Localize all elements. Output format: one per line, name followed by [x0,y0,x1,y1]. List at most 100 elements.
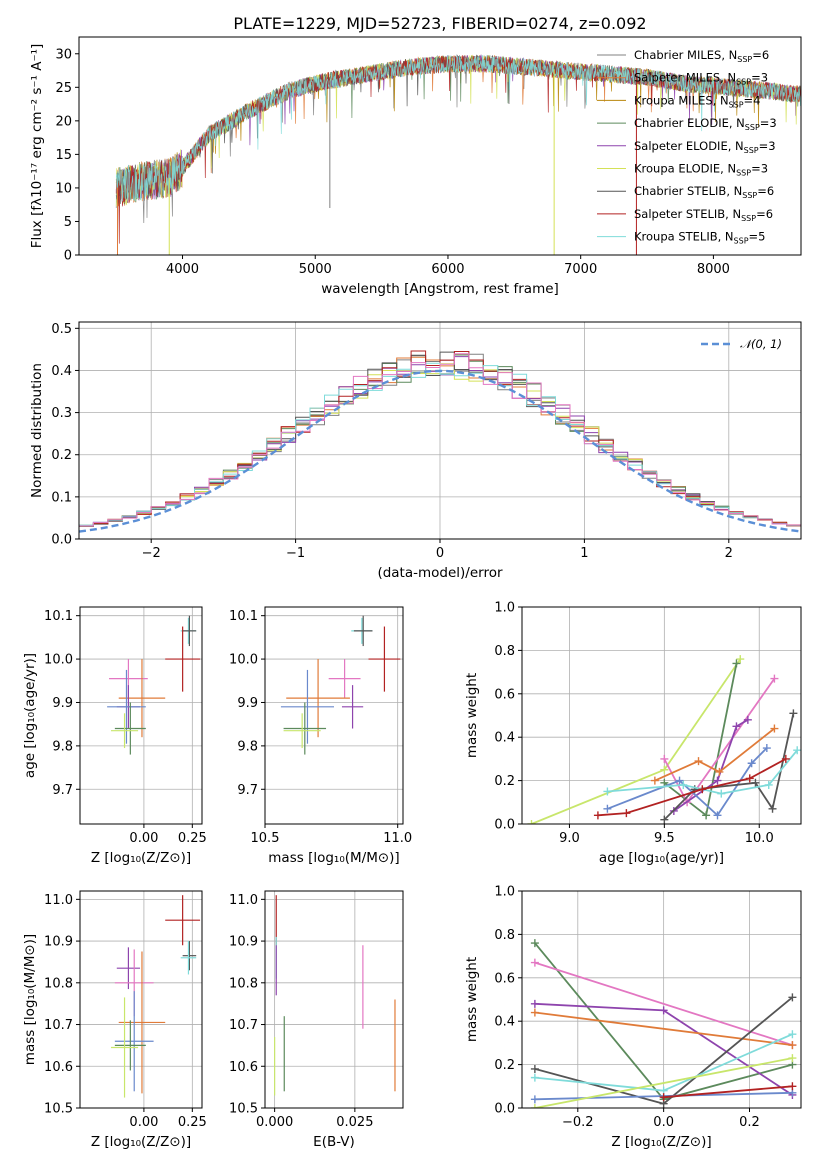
weight-marker [527,820,536,824]
x-tick-label: 0 [436,546,444,561]
legend-label: Kroupa STELIB, NSSP=5 [634,230,765,246]
plot-area-mass_vs_Z [110,895,201,1098]
legend-label: Chabrier STELIB, NSSP=6 [634,184,774,200]
y-tick-label: 0.4 [494,1015,515,1030]
y-tick-label: 0.3 [51,406,72,421]
x-axis-label: wavelength [Angstrom, rest frame] [321,281,559,297]
y-tick-label: 10.0 [229,653,258,668]
legend-label: Salpeter ELODIE, NSSP=3 [634,139,776,155]
y-tick-label: 0.5 [51,322,72,337]
x-tick-label: 0.25 [178,831,207,846]
weight-marker [530,1073,539,1082]
x-axis-label: age [log₁₀(age/yr)] [599,850,724,866]
plot-area-age_vs_mass [280,615,401,755]
weight-marker [530,939,539,948]
weight-marker [762,744,771,753]
weight-marker [659,1093,668,1102]
axes-frame [264,890,404,1109]
legend-label: Chabrier ELODIE, NSSP=3 [634,116,777,132]
y-tick-label: 10.5 [44,1102,73,1117]
normal-curve [79,369,801,533]
x-axis-label: Z [log₁₀(Z/Z⊙)] [611,1134,711,1150]
x-tick-label: 9.0 [559,831,580,846]
weight-marker [702,811,711,820]
plot-area-weight_vs_Z [530,939,797,1108]
weight-marker [781,754,790,763]
x-tick-label: 11.0 [383,831,412,846]
y-tick-label: 10.6 [44,1060,73,1075]
weight-marker [788,1030,797,1039]
axes-frame [79,606,203,825]
x-tick-label: 6000 [431,262,464,277]
y-tick-label: 0.4 [494,731,515,746]
weight-marker [603,804,612,813]
weight-marker [770,724,779,733]
weight-marker [717,789,726,798]
weight-marker [659,1006,668,1015]
y-tick-label: 9.9 [52,696,73,711]
chart-title: PLATE=1229, MJD=52723, FIBERID=0274, z=0… [233,14,646,33]
x-tick-label: 7000 [564,262,597,277]
x-tick-label: 10.5 [251,831,280,846]
x-tick-label: 10.0 [745,831,774,846]
weight-line [534,961,793,1046]
weight-marker [660,754,669,763]
spectrum-line [115,55,801,204]
weight-marker [603,787,612,796]
x-tick-label: 0.25 [178,1115,207,1130]
weight-marker [660,815,669,824]
weight-marker [788,993,797,1002]
weight-marker [694,757,703,766]
y-tick-label: 0.4 [51,364,72,379]
weight-marker [660,765,669,774]
x-axis-label: Z [log₁₀(Z/Z⊙)] [91,1134,191,1150]
weight-marker [747,759,756,768]
weight-marker [768,804,777,813]
y-tick-label: 0.1 [51,490,72,505]
y-tick-label: 0.2 [494,774,515,789]
plot-area-mass_vs_EBV [274,895,396,1096]
y-tick-label: 0.6 [494,971,515,986]
weight-marker [650,776,659,785]
plot-area-spectrum [115,54,801,255]
y-tick-label: 10.7 [44,1018,73,1033]
y-tick-label: 9.7 [237,783,258,798]
y-tick-label: 5 [64,215,72,230]
x-tick-label: 9.5 [654,831,675,846]
y-axis-label: mass weight [464,957,480,1042]
y-axis-label: Flux [fλ10⁻¹⁷ erg cm⁻² s⁻¹ A⁻¹] [29,44,45,249]
y-tick-label: 11.0 [44,893,73,908]
x-tick-label: 0.00 [129,831,158,846]
x-axis-label: mass [log₁₀(M/M⊙)] [268,850,399,866]
y-tick-label: 10.0 [44,653,73,668]
legend-label: Chabrier MILES, NSSP=6 [634,48,769,64]
weight-line [654,727,775,782]
weight-marker [675,776,684,785]
weight-marker [593,811,602,820]
x-tick-label: 0.000 [256,1115,293,1130]
y-tick-label: 25 [55,81,72,96]
y-axis-label: Normed distribution [29,363,45,498]
weight-marker [622,809,631,818]
y-tick-label: 0.2 [51,448,72,463]
y-axis-label: mass [log₁₀(M/M⊙)] [22,934,38,1065]
residual-histogram [79,353,801,527]
y-tick-label: 10.1 [229,609,258,624]
weight-marker [764,780,773,789]
y-tick-label: 30 [55,47,72,62]
weight-marker [788,1041,797,1050]
y-tick-label: 10.9 [229,935,258,950]
y-tick-label: 10.1 [44,609,73,624]
y-axis-label: mass weight [464,673,480,758]
x-tick-label: 0.2 [739,1115,760,1130]
weight-line [663,1085,793,1099]
x-tick-label: −1 [286,546,305,561]
axes-frame [264,606,404,825]
axes-frame [521,890,802,1109]
y-tick-label: 10.5 [229,1102,258,1117]
weight-marker [770,674,779,683]
axes-frame [78,36,802,256]
y-tick-label: 15 [55,148,72,163]
y-tick-label: 0.8 [494,644,515,659]
